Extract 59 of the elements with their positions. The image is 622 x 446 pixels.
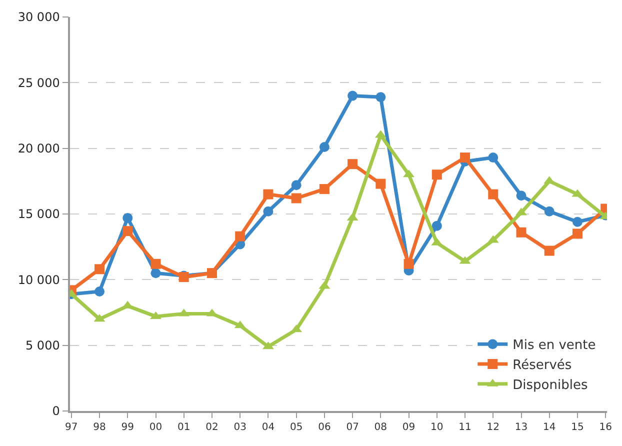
point xyxy=(348,90,358,101)
x-tick-label: 10 xyxy=(430,422,444,433)
x-tick-label: 16 xyxy=(599,422,612,433)
x-tick-label: 14 xyxy=(542,422,556,433)
x-tick-label: 13 xyxy=(514,422,528,433)
legend-label: Mis en vente xyxy=(512,338,596,354)
point xyxy=(516,190,526,201)
x-tick-label: 97 xyxy=(65,422,78,433)
point xyxy=(94,286,105,296)
point xyxy=(488,189,498,200)
legend-label: Réservés xyxy=(512,358,572,374)
x-tick-label: 05 xyxy=(290,422,303,433)
x-tick-label: 98 xyxy=(93,422,106,433)
x-tick-label: 02 xyxy=(206,422,218,433)
x-tick-label: 99 xyxy=(121,422,134,433)
x-tick-label: 03 xyxy=(234,422,246,433)
x-tick-label: 07 xyxy=(346,422,359,433)
point xyxy=(150,258,161,269)
x-tick-label: 06 xyxy=(318,422,331,433)
point xyxy=(319,142,330,152)
y-tick-label: 30 000 xyxy=(18,10,60,24)
point xyxy=(404,258,414,269)
point xyxy=(263,189,274,200)
x-tick-label: 11 xyxy=(458,422,472,433)
point xyxy=(432,170,442,180)
point xyxy=(348,159,358,170)
legend-label: Disponibles xyxy=(512,378,588,393)
point xyxy=(122,226,133,236)
x-tick-label: 08 xyxy=(374,422,388,433)
x-tick-label: 15 xyxy=(571,422,584,433)
point xyxy=(460,152,470,163)
point xyxy=(94,264,105,274)
point xyxy=(122,212,133,223)
x-tick-label: 04 xyxy=(262,422,275,433)
y-tick-label: 15 000 xyxy=(18,207,60,222)
point xyxy=(572,228,582,239)
point xyxy=(572,216,582,227)
x-tick-label: 01 xyxy=(178,422,190,433)
y-tick-label: 20 000 xyxy=(18,142,60,156)
point xyxy=(544,246,554,256)
point xyxy=(544,206,554,216)
point xyxy=(235,231,246,242)
y-tick-label: 25 000 xyxy=(18,76,60,90)
x-tick-label: 00 xyxy=(149,422,162,433)
point xyxy=(263,206,274,216)
point xyxy=(376,92,386,102)
y-tick-label: 10 000 xyxy=(18,272,60,287)
point xyxy=(432,220,442,231)
x-tick-label: 12 xyxy=(486,422,500,433)
point xyxy=(291,180,302,190)
point xyxy=(150,268,161,278)
point xyxy=(376,178,386,189)
point xyxy=(516,227,526,238)
y-tick-label: 0 xyxy=(52,404,60,418)
y-tick-label: 5 000 xyxy=(25,338,60,353)
x-tick-label: 09 xyxy=(402,422,416,433)
point xyxy=(488,152,498,163)
point xyxy=(291,193,302,204)
point xyxy=(319,184,330,194)
